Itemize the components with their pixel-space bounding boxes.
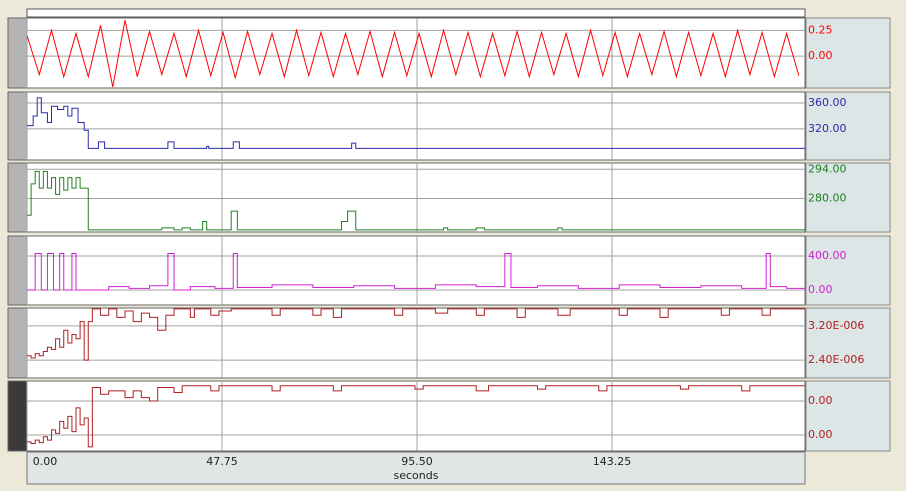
y-tick-label: 3.20E-006: [808, 319, 864, 332]
channel-tab: [7, 162, 28, 233]
y-tick-label: 400.00: [808, 249, 847, 262]
channel-tab: [7, 380, 28, 452]
x-axis-label: seconds: [394, 469, 439, 482]
plot-area: [26, 380, 806, 452]
channel-tab: [7, 17, 28, 89]
axis-panel: [805, 162, 891, 233]
scroll-bar[interactable]: [26, 8, 806, 18]
y-tick-label: 294.00: [808, 162, 847, 175]
y-tick-label: 0.00: [808, 428, 833, 441]
channel-tab: [7, 91, 28, 161]
y-tick-label: 2.40E-006: [808, 353, 864, 366]
x-tick-label: 0.00: [33, 455, 58, 468]
trace: [27, 385, 805, 448]
plot-area: [26, 307, 806, 379]
y-tick-label: 320.00: [808, 122, 847, 135]
x-tick-label: 47.75: [206, 455, 238, 468]
y-tick-label: 0.00: [808, 49, 833, 62]
y-tick-label: 0.25: [808, 23, 833, 36]
x-axis-panel: [26, 451, 806, 485]
channel-tab: [7, 235, 28, 306]
trace: [27, 252, 805, 291]
axis-panel: [805, 380, 891, 452]
y-tick-label: 360.00: [808, 96, 847, 109]
trace: [27, 97, 805, 149]
x-tick-label: 143.25: [593, 455, 632, 468]
plot-area: [26, 17, 806, 89]
y-tick-label: 0.00: [808, 283, 833, 296]
plot-area: [26, 91, 806, 161]
axis-panel: [805, 91, 891, 161]
trace: [27, 170, 805, 231]
channel-tab: [7, 307, 28, 379]
axis-panel: [805, 307, 891, 379]
y-tick-label: 0.00: [808, 394, 833, 407]
plot-area: [26, 235, 806, 306]
trace: [27, 308, 805, 361]
plot-area: [26, 162, 806, 233]
y-tick-label: 280.00: [808, 192, 847, 205]
axis-panel: [805, 235, 891, 306]
axis-panel: [805, 17, 891, 89]
x-tick-label: 95.50: [401, 455, 433, 468]
trace: [27, 19, 800, 88]
